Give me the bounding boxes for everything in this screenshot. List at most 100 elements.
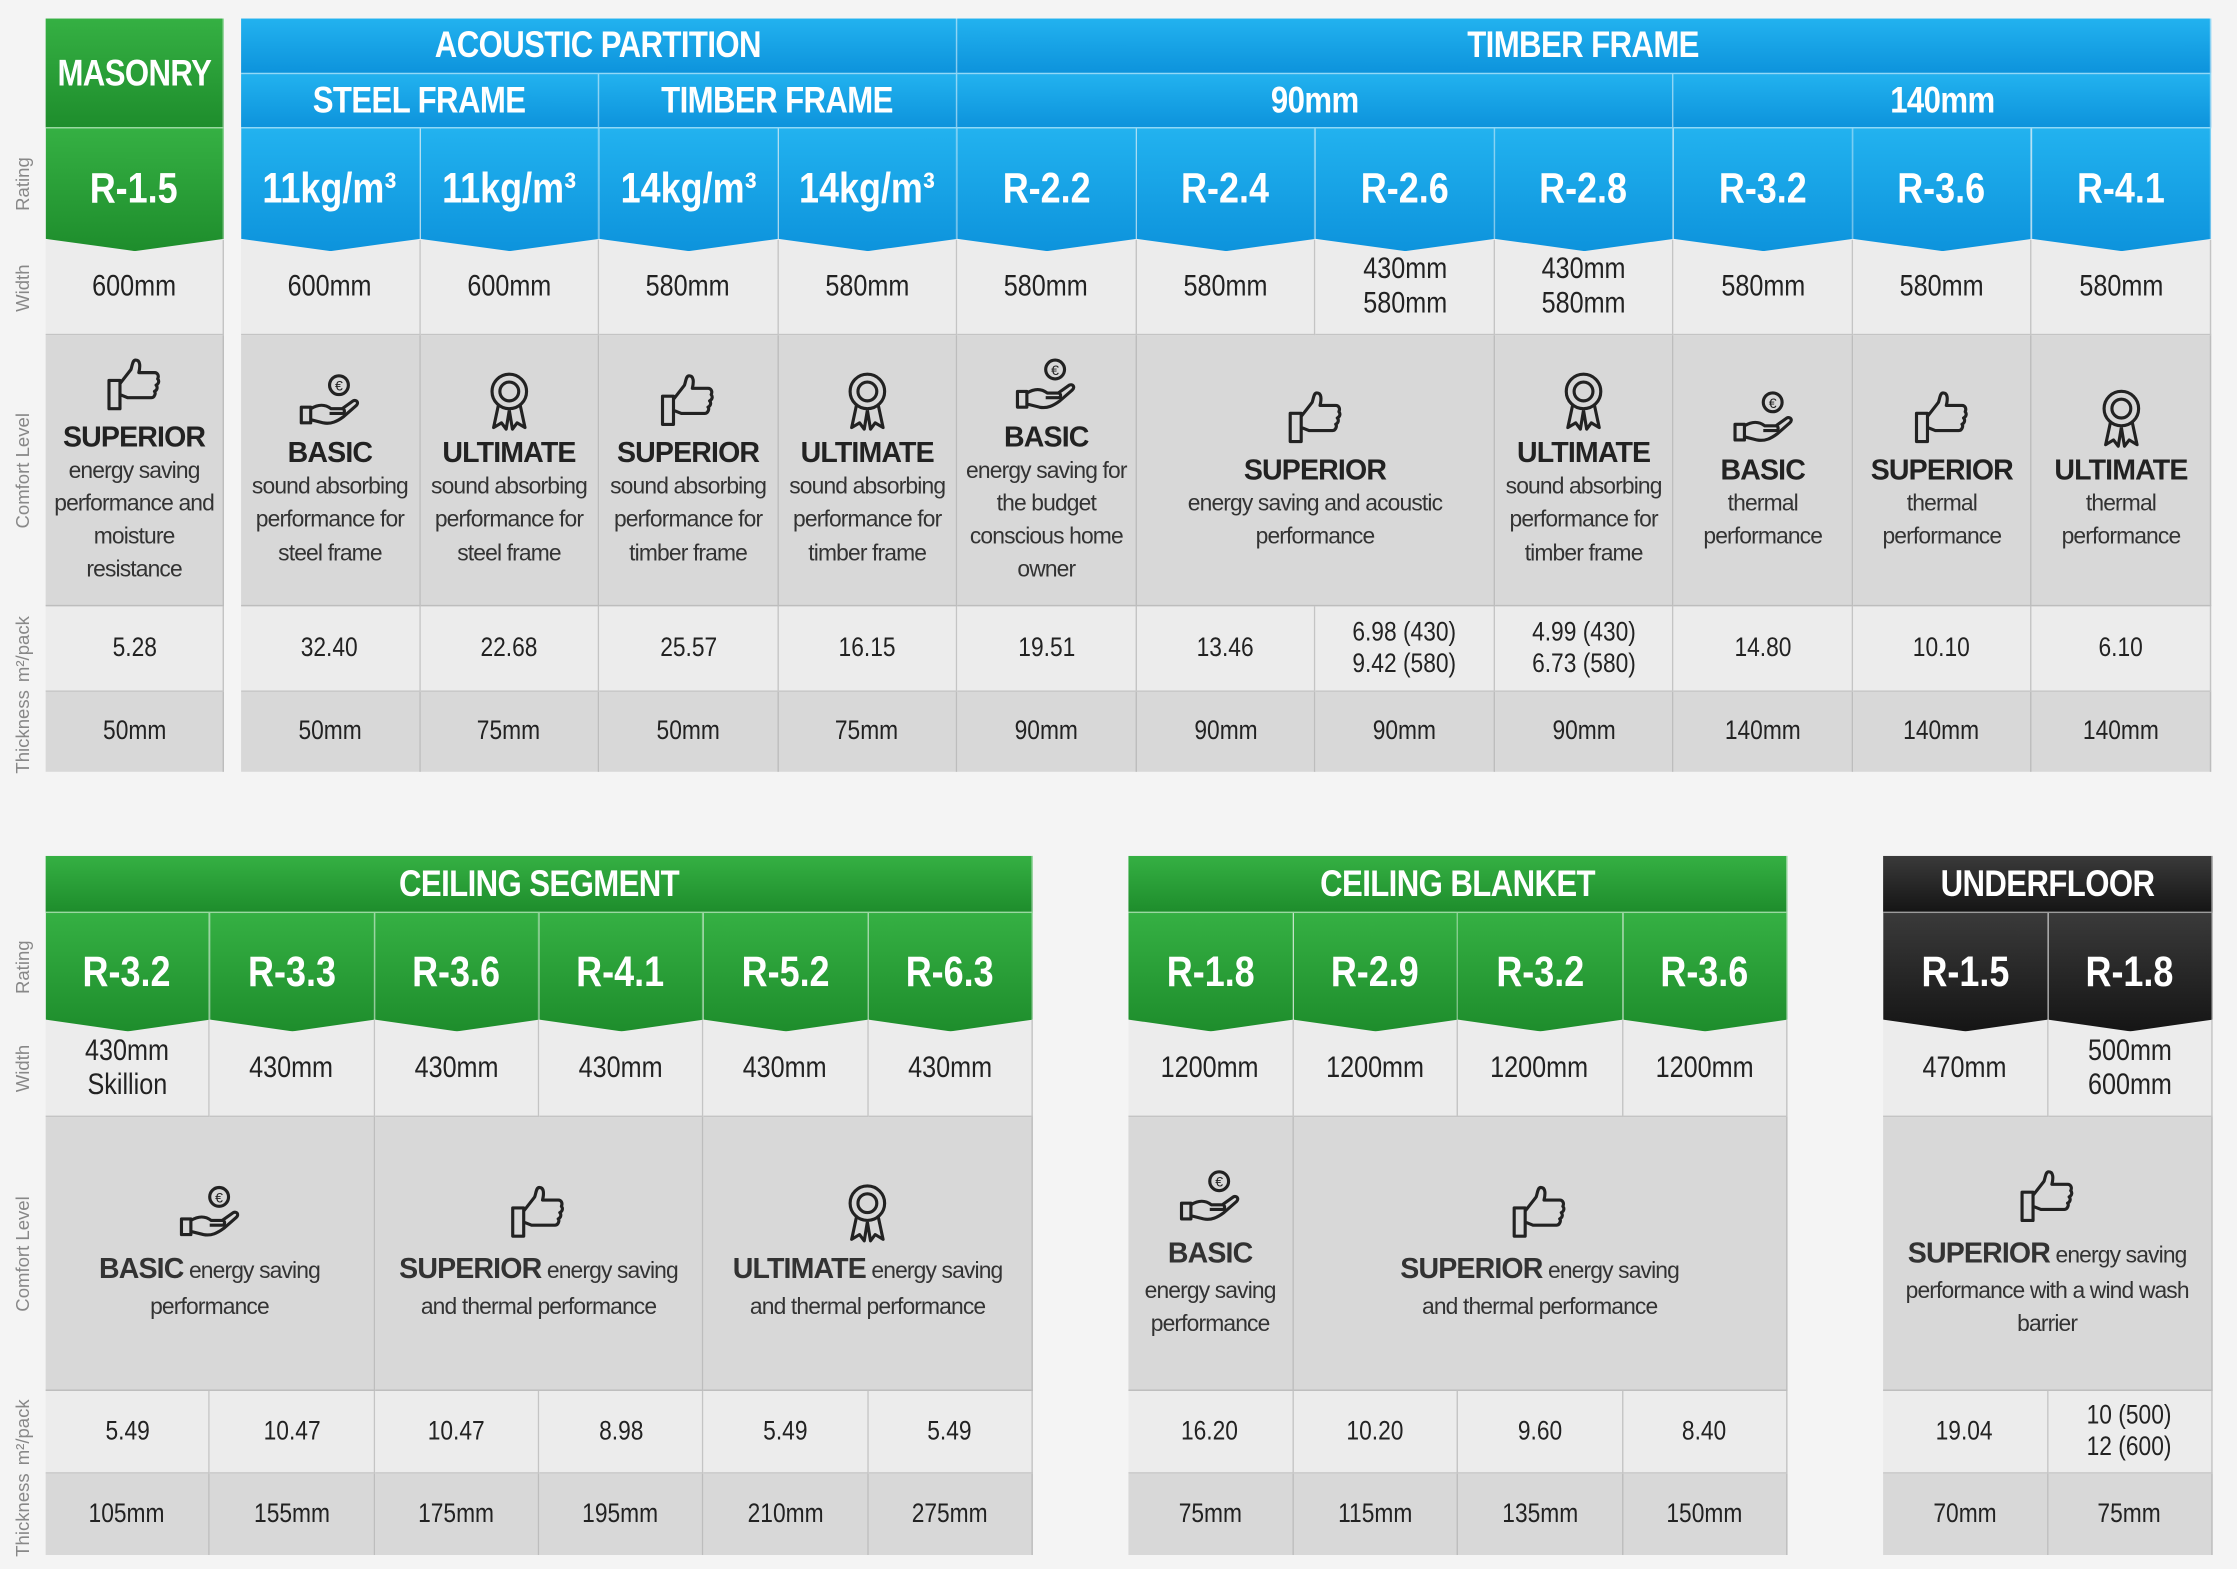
comfort-description: energy saving for the budget conscious h… bbox=[966, 458, 1127, 583]
comfort-cell: ULTIMATE sound absorbing performance for … bbox=[420, 335, 600, 607]
pack-cell: 9.60 bbox=[1457, 1390, 1623, 1474]
comfort-description: thermal performance bbox=[1703, 491, 1823, 550]
rating-cell: R-1.5 bbox=[45, 128, 224, 252]
rating-cell: R-6.3 bbox=[868, 913, 1033, 1032]
group-header: 90mm bbox=[957, 73, 1674, 129]
pack-text: 10.47 bbox=[427, 1415, 485, 1446]
width-cell: 600mm bbox=[420, 239, 600, 336]
group-header: CEILING SEGMENT bbox=[45, 855, 1033, 914]
comfort-cell: BASIC sound absorbing performance for ste… bbox=[241, 335, 421, 607]
pack-cell: 6.10 bbox=[2032, 606, 2212, 692]
pack-text: 22.68 bbox=[480, 632, 538, 663]
header-text: STEEL FRAME bbox=[313, 78, 526, 121]
thickness-text: 75mm bbox=[835, 716, 899, 747]
comfort-level: SUPERIOR bbox=[1870, 454, 2014, 487]
thickness-cell: 175mm bbox=[374, 1473, 540, 1555]
comfort-cell: SUPERIOR energy saving and thermal perfo… bbox=[374, 1117, 704, 1391]
pack-text: 5.49 bbox=[763, 1415, 808, 1446]
thickness-cell: 140mm bbox=[1853, 691, 2033, 772]
comfort-description: energy saving and acoustic performance bbox=[1187, 491, 1443, 550]
comfort-cell: ULTIMATE energy saving and thermal perfo… bbox=[703, 1117, 1033, 1391]
comfort-level: BASIC bbox=[287, 438, 373, 470]
pack-text: 8.40 bbox=[1682, 1415, 1727, 1446]
comfort-text: energy saving and thermal performance bbox=[749, 1260, 1003, 1321]
thickness-cell: 140mm bbox=[1673, 691, 1853, 772]
rating-cell: 11kg/m³ bbox=[420, 128, 600, 252]
pack-cell: 8.40 bbox=[1622, 1390, 1788, 1474]
width-cell: 580mm bbox=[1853, 239, 2033, 336]
row-label: Thickness bbox=[12, 690, 34, 774]
comfort-cell: ULTIMATE sound absorbing performance for … bbox=[778, 335, 958, 607]
comfort-description: energy saving performance and moisture r… bbox=[54, 458, 215, 583]
comfort-level: SUPERIOR bbox=[1400, 1254, 1543, 1286]
width-cell: 430mm bbox=[539, 1020, 704, 1118]
width-text: 580mm bbox=[646, 269, 731, 303]
pack-cell: 8.98 bbox=[539, 1390, 704, 1474]
width-text: 600mm bbox=[287, 269, 372, 303]
pack-text: 14.80 bbox=[1734, 632, 1792, 663]
width-text: 430mm bbox=[1362, 252, 1447, 286]
width-text: 580mm bbox=[1899, 269, 1984, 303]
comfort-level: SUPERIOR bbox=[399, 1254, 542, 1286]
comfort-icon bbox=[1179, 1165, 1242, 1228]
rating-cell: R-1.5 bbox=[1883, 913, 2048, 1032]
comfort-icon bbox=[299, 370, 362, 433]
width-text: 430mm bbox=[743, 1050, 828, 1084]
comfort-icon bbox=[103, 353, 166, 416]
pack-text: 9.60 bbox=[1517, 1415, 1562, 1446]
width-cell: 500mm 600mm bbox=[2047, 1020, 2213, 1118]
rating-cell: R-2.9 bbox=[1293, 913, 1458, 1032]
row-label: Width bbox=[12, 263, 34, 312]
rating-cell: R-5.2 bbox=[703, 913, 869, 1032]
row-label: Width bbox=[12, 1044, 34, 1093]
header-text: UNDERFLOOR bbox=[1940, 861, 2155, 905]
rating-text: R-3.3 bbox=[247, 947, 336, 996]
thickness-cell: 75mm bbox=[420, 691, 600, 772]
width-text: 600mm bbox=[467, 269, 551, 303]
width-text: 1200mm bbox=[1655, 1050, 1754, 1084]
thickness-text: 50mm bbox=[656, 716, 720, 747]
comfort-icon bbox=[1910, 386, 1973, 449]
rating-cell: R-4.1 bbox=[539, 913, 704, 1032]
rating-text: R-3.6 bbox=[412, 947, 501, 996]
rating-text: R-6.3 bbox=[905, 947, 994, 996]
comfort-level: BASIC bbox=[1720, 454, 1805, 487]
header-text: 140mm bbox=[1889, 78, 1995, 121]
comfort-icon bbox=[836, 1182, 899, 1245]
rating-cell: R-2.8 bbox=[1494, 128, 1674, 252]
width-text: Skillion bbox=[87, 1067, 168, 1101]
pack-text: 16.20 bbox=[1181, 1415, 1239, 1446]
width-text: 580mm bbox=[1004, 269, 1089, 303]
rating-cell: R-1.8 bbox=[2047, 913, 2213, 1032]
thickness-text: 195mm bbox=[582, 1498, 659, 1529]
width-cell: 430mm Skillion bbox=[45, 1020, 211, 1118]
rating-text: R-3.2 bbox=[83, 947, 172, 996]
rating-cell: R-2.4 bbox=[1136, 128, 1316, 252]
rating-text: R-2.2 bbox=[1002, 165, 1091, 213]
pack-text: 10.10 bbox=[1913, 632, 1971, 663]
thickness-cell: 140mm bbox=[2032, 691, 2212, 772]
pack-text: 5.28 bbox=[111, 632, 157, 663]
width-cell: 430mm bbox=[374, 1020, 540, 1118]
group-header: 140mm bbox=[1673, 73, 2212, 129]
pack-cell: 10.20 bbox=[1293, 1390, 1458, 1474]
comfort-description: SUPERIOR energy saving and thermal perfo… bbox=[396, 1250, 681, 1324]
rating-cell: R-4.1 bbox=[2032, 128, 2212, 252]
pack-text: 4.99 (430) bbox=[1531, 617, 1636, 647]
comfort-description: thermal performance bbox=[2061, 491, 2182, 550]
comfort-text: energy saving performance bbox=[150, 1260, 321, 1321]
rating-cell: R-2.2 bbox=[957, 128, 1137, 252]
comfort-icon bbox=[836, 370, 899, 433]
group-header: STEEL FRAME bbox=[241, 73, 600, 129]
thickness-text: 140mm bbox=[1724, 716, 1801, 747]
comfort-level: ULTIMATE bbox=[442, 438, 576, 470]
width-cell: 580mm bbox=[2032, 239, 2212, 336]
comfort-description: thermal performance bbox=[1882, 491, 2002, 550]
thickness-text: 75mm bbox=[2097, 1498, 2162, 1529]
width-text: 430mm bbox=[85, 1033, 170, 1067]
pack-text: 19.51 bbox=[1017, 632, 1075, 663]
width-cell: 580mm bbox=[957, 239, 1137, 336]
thickness-text: 210mm bbox=[747, 1498, 824, 1529]
pack-text: 5.49 bbox=[105, 1415, 150, 1446]
width-cell: 1200mm bbox=[1457, 1020, 1623, 1118]
